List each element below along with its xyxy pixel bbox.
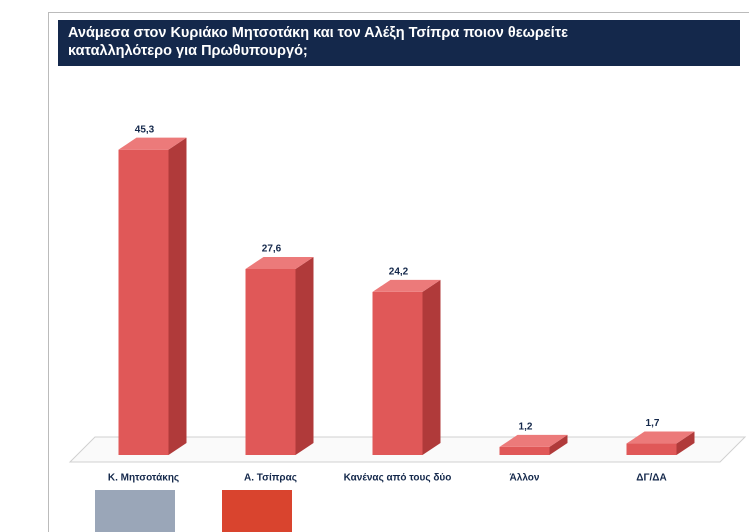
x-tick-label: Κανένας από τους δύο	[344, 473, 452, 484]
bar-top	[499, 434, 568, 447]
label-box	[510, 418, 541, 433]
x-tick-label: ΔΓ/ΔΑ	[636, 473, 666, 484]
value-label: 45,3	[135, 124, 155, 135]
frame	[48, 12, 749, 532]
title-bar: Ανάμεσα στον Κυριάκο Μητσοτάκη και τον Α…	[58, 20, 740, 66]
value-label: 1,7	[646, 418, 660, 429]
bar	[626, 443, 677, 455]
bar-top	[372, 279, 441, 292]
label-box	[637, 415, 668, 430]
value-label: 24,2	[389, 267, 409, 278]
bar-top	[626, 431, 695, 444]
value-label: 27,6	[262, 244, 282, 255]
x-tick-label: Α. Τσίπρας	[244, 473, 297, 484]
bar	[499, 446, 550, 455]
x-tick-label: Άλλον	[510, 473, 540, 484]
bar	[245, 268, 296, 455]
bar-side	[295, 256, 314, 455]
bar-side	[422, 279, 441, 455]
bar-side	[549, 434, 568, 455]
bar-top	[245, 256, 314, 269]
bar	[372, 291, 423, 455]
bar-side	[168, 137, 187, 456]
bar	[118, 149, 169, 456]
label-box	[129, 121, 160, 136]
label-box	[256, 240, 287, 255]
chart-title: Ανάμεσα στον Κυριάκο Μητσοτάκη και τον Α…	[68, 25, 569, 59]
label-box	[383, 263, 414, 278]
photo	[95, 490, 175, 532]
photo	[222, 490, 292, 532]
bar-top	[118, 137, 187, 150]
value-label: 1,2	[519, 422, 533, 433]
x-tick-label: Κ. Μητσοτάκης	[108, 473, 179, 484]
bar-side	[676, 431, 695, 455]
